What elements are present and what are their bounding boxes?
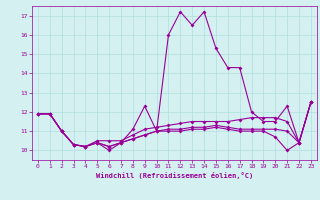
X-axis label: Windchill (Refroidissement éolien,°C): Windchill (Refroidissement éolien,°C) (96, 172, 253, 179)
